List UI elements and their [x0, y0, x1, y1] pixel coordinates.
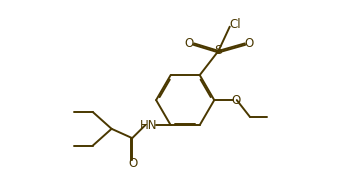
- Text: O: O: [128, 157, 137, 170]
- Text: S: S: [215, 44, 222, 57]
- Text: O: O: [245, 37, 254, 50]
- Text: Cl: Cl: [229, 18, 241, 31]
- Text: O: O: [185, 37, 194, 50]
- Text: O: O: [231, 94, 240, 107]
- Text: HN: HN: [140, 119, 158, 132]
